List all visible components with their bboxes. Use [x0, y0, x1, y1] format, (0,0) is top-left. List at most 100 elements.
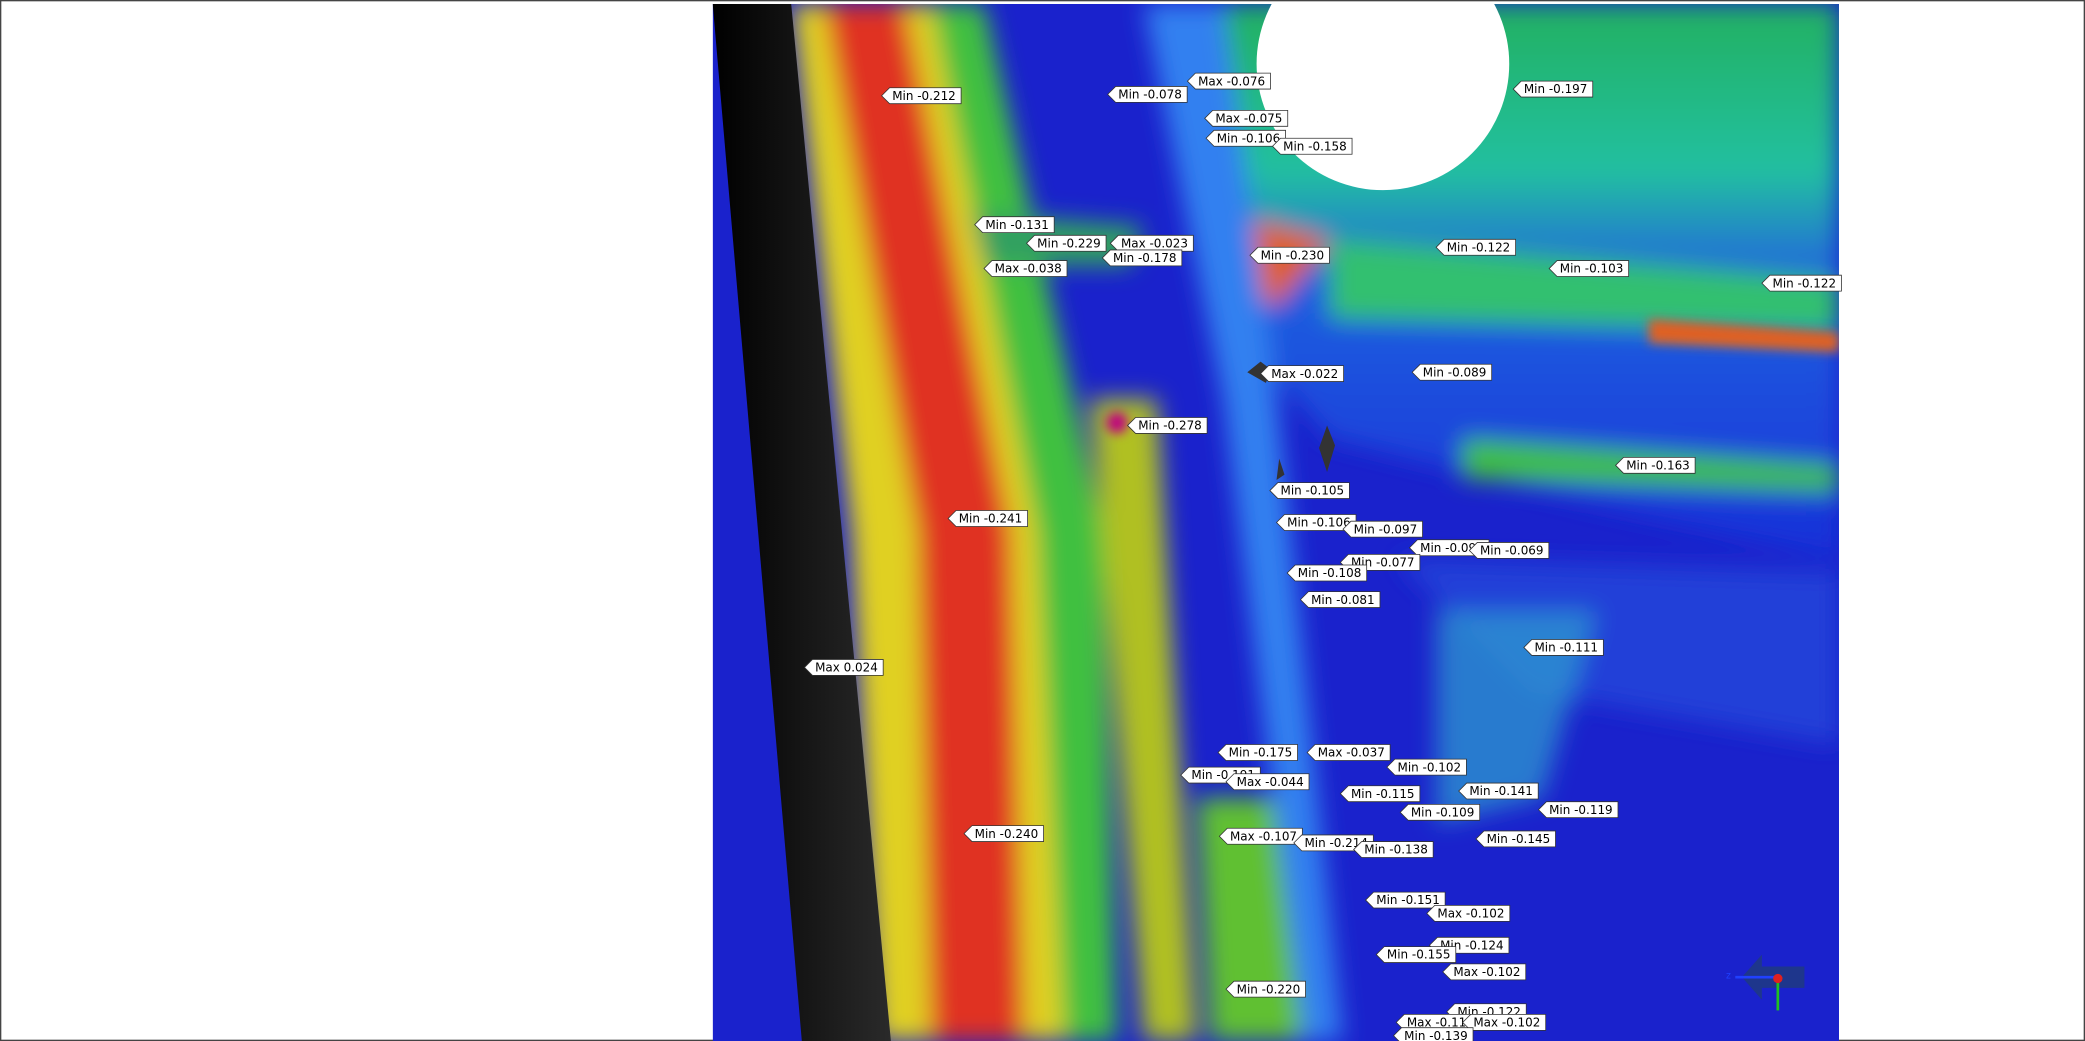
result-label: Min -0.158	[1271, 137, 1353, 155]
label-box	[1127, 417, 1208, 434]
label-text: Max -0.102	[1473, 1016, 1540, 1030]
label-text: Max -0.075	[1215, 111, 1282, 125]
result-label: Min -0.163	[1615, 456, 1696, 474]
label-box	[1537, 801, 1619, 819]
result-label: Min -0.151	[1365, 891, 1446, 909]
label-text: Min -0.102	[1398, 760, 1462, 774]
axis-triad: z	[1726, 954, 1805, 1011]
label-box	[1375, 946, 1457, 963]
label-text: Min -0.139	[1404, 1029, 1468, 1041]
label-box	[1286, 564, 1368, 582]
result-label: Min -0.111	[1523, 639, 1604, 656]
result-label: Min -0.197	[1512, 80, 1594, 98]
label-text: Min -0.106	[1287, 516, 1351, 530]
result-label: Min -0.081	[1299, 591, 1381, 608]
label-text: Min -0.099	[1420, 541, 1484, 555]
result-label: Min -0.108	[1286, 564, 1368, 582]
label-text: Min -0.131	[985, 218, 1049, 232]
label-text: Min -0.122	[1447, 240, 1511, 254]
result-label: Min -0.106	[1275, 514, 1357, 531]
result-label: Min -0.278	[1127, 417, 1208, 434]
label-box	[1426, 904, 1511, 922]
label-text: Min -0.229	[1037, 236, 1101, 250]
result-label: Max -0.038	[983, 260, 1068, 277]
label-text: Min -0.155	[1387, 948, 1451, 962]
label-box	[1299, 591, 1381, 608]
result-label: Min -0.069	[1468, 542, 1550, 559]
result-label: Min -0.103	[1548, 260, 1630, 277]
label-box	[1186, 72, 1271, 90]
label-text: Min -0.097	[1354, 522, 1418, 536]
label-box	[1107, 86, 1188, 103]
result-label: Min -0.122	[1761, 274, 1842, 292]
label-text: Min -0.069	[1480, 544, 1544, 558]
result-label: Max 0.024	[803, 659, 884, 676]
label-text: Min -0.108	[1298, 566, 1362, 580]
result-label: Min -0.175	[1217, 744, 1298, 761]
label-box	[983, 260, 1068, 277]
label-box	[1225, 980, 1306, 998]
label-text: Min -0.106	[1217, 131, 1281, 145]
result-label: Min -0.078	[1107, 86, 1188, 103]
result-label: Min -0.102	[1386, 758, 1467, 776]
label-box	[1225, 773, 1310, 791]
label-box	[1442, 963, 1527, 981]
label-box	[1204, 109, 1289, 127]
svg-text:z: z	[1726, 971, 1731, 982]
label-text: Max -0.038	[995, 262, 1062, 276]
label-box	[1271, 137, 1353, 155]
result-label: Max -0.076	[1186, 72, 1271, 90]
result-label: Min -0.119	[1537, 801, 1619, 819]
label-box	[974, 216, 1055, 234]
result-label: Max -0.022	[1260, 365, 1344, 382]
result-label: Min -0.089	[1411, 363, 1493, 381]
label-text: Min -0.230	[1261, 248, 1325, 262]
label-box	[1353, 841, 1434, 858]
result-label: Min -0.145	[1475, 830, 1556, 848]
labels: Min -0.212 Min -0.078 Max -0.076 Min -0.197…	[803, 72, 1842, 1041]
result-label: Min -0.122	[1435, 238, 1517, 256]
label-box	[1399, 803, 1481, 821]
result-label: Min -0.141	[1458, 782, 1539, 800]
result-label: Max -0.102	[1442, 963, 1527, 981]
label-box	[1217, 744, 1298, 761]
result-label: Max -0.075	[1204, 109, 1289, 127]
label-box	[1512, 80, 1594, 98]
label-text: Max 0.024	[815, 661, 878, 675]
label-box	[1260, 365, 1344, 382]
label-box	[963, 825, 1044, 842]
result-label: Min -0.097	[1342, 520, 1423, 538]
label-text: Min -0.163	[1626, 458, 1690, 472]
contour-plot	[712, 3, 1840, 1041]
label-text: Min -0.119	[1549, 803, 1613, 817]
label-text: Min -0.109	[1411, 805, 1475, 819]
label-box	[947, 510, 1028, 527]
result-label: Min -0.155	[1375, 946, 1457, 963]
label-text: Min -0.145	[1487, 832, 1551, 846]
label-box	[1101, 249, 1183, 267]
label-box	[1025, 234, 1107, 252]
result-label: Min -0.139	[1392, 1027, 1474, 1041]
label-text: Min -0.105	[1281, 484, 1345, 498]
result-label: Max -0.037	[1306, 744, 1391, 761]
label-box	[1342, 520, 1423, 538]
label-text: Min -0.111	[1534, 641, 1598, 655]
label-box	[1468, 542, 1550, 559]
label-text: Min -0.141	[1469, 784, 1533, 798]
result-label: Max -0.102	[1426, 904, 1511, 922]
label-text: Max -0.076	[1198, 74, 1265, 88]
label-text: Min -0.241	[959, 512, 1023, 526]
label-text: Max -0.037	[1318, 746, 1385, 760]
label-box	[1365, 891, 1446, 909]
label-text: Min -0.278	[1138, 419, 1202, 433]
result-label: Min -0.229	[1025, 234, 1107, 252]
label-text: Min -0.115	[1351, 787, 1415, 801]
label-text: Min -0.138	[1364, 843, 1428, 857]
label-text: Max -0.023	[1121, 236, 1188, 250]
label-box	[1761, 274, 1842, 292]
result-label: Max -0.023	[1109, 234, 1194, 252]
result-label: Min -0.214	[1293, 834, 1374, 852]
result-label: Min -0.109	[1399, 803, 1481, 821]
label-text: Min -0.078	[1118, 88, 1182, 102]
label-box	[803, 659, 884, 676]
